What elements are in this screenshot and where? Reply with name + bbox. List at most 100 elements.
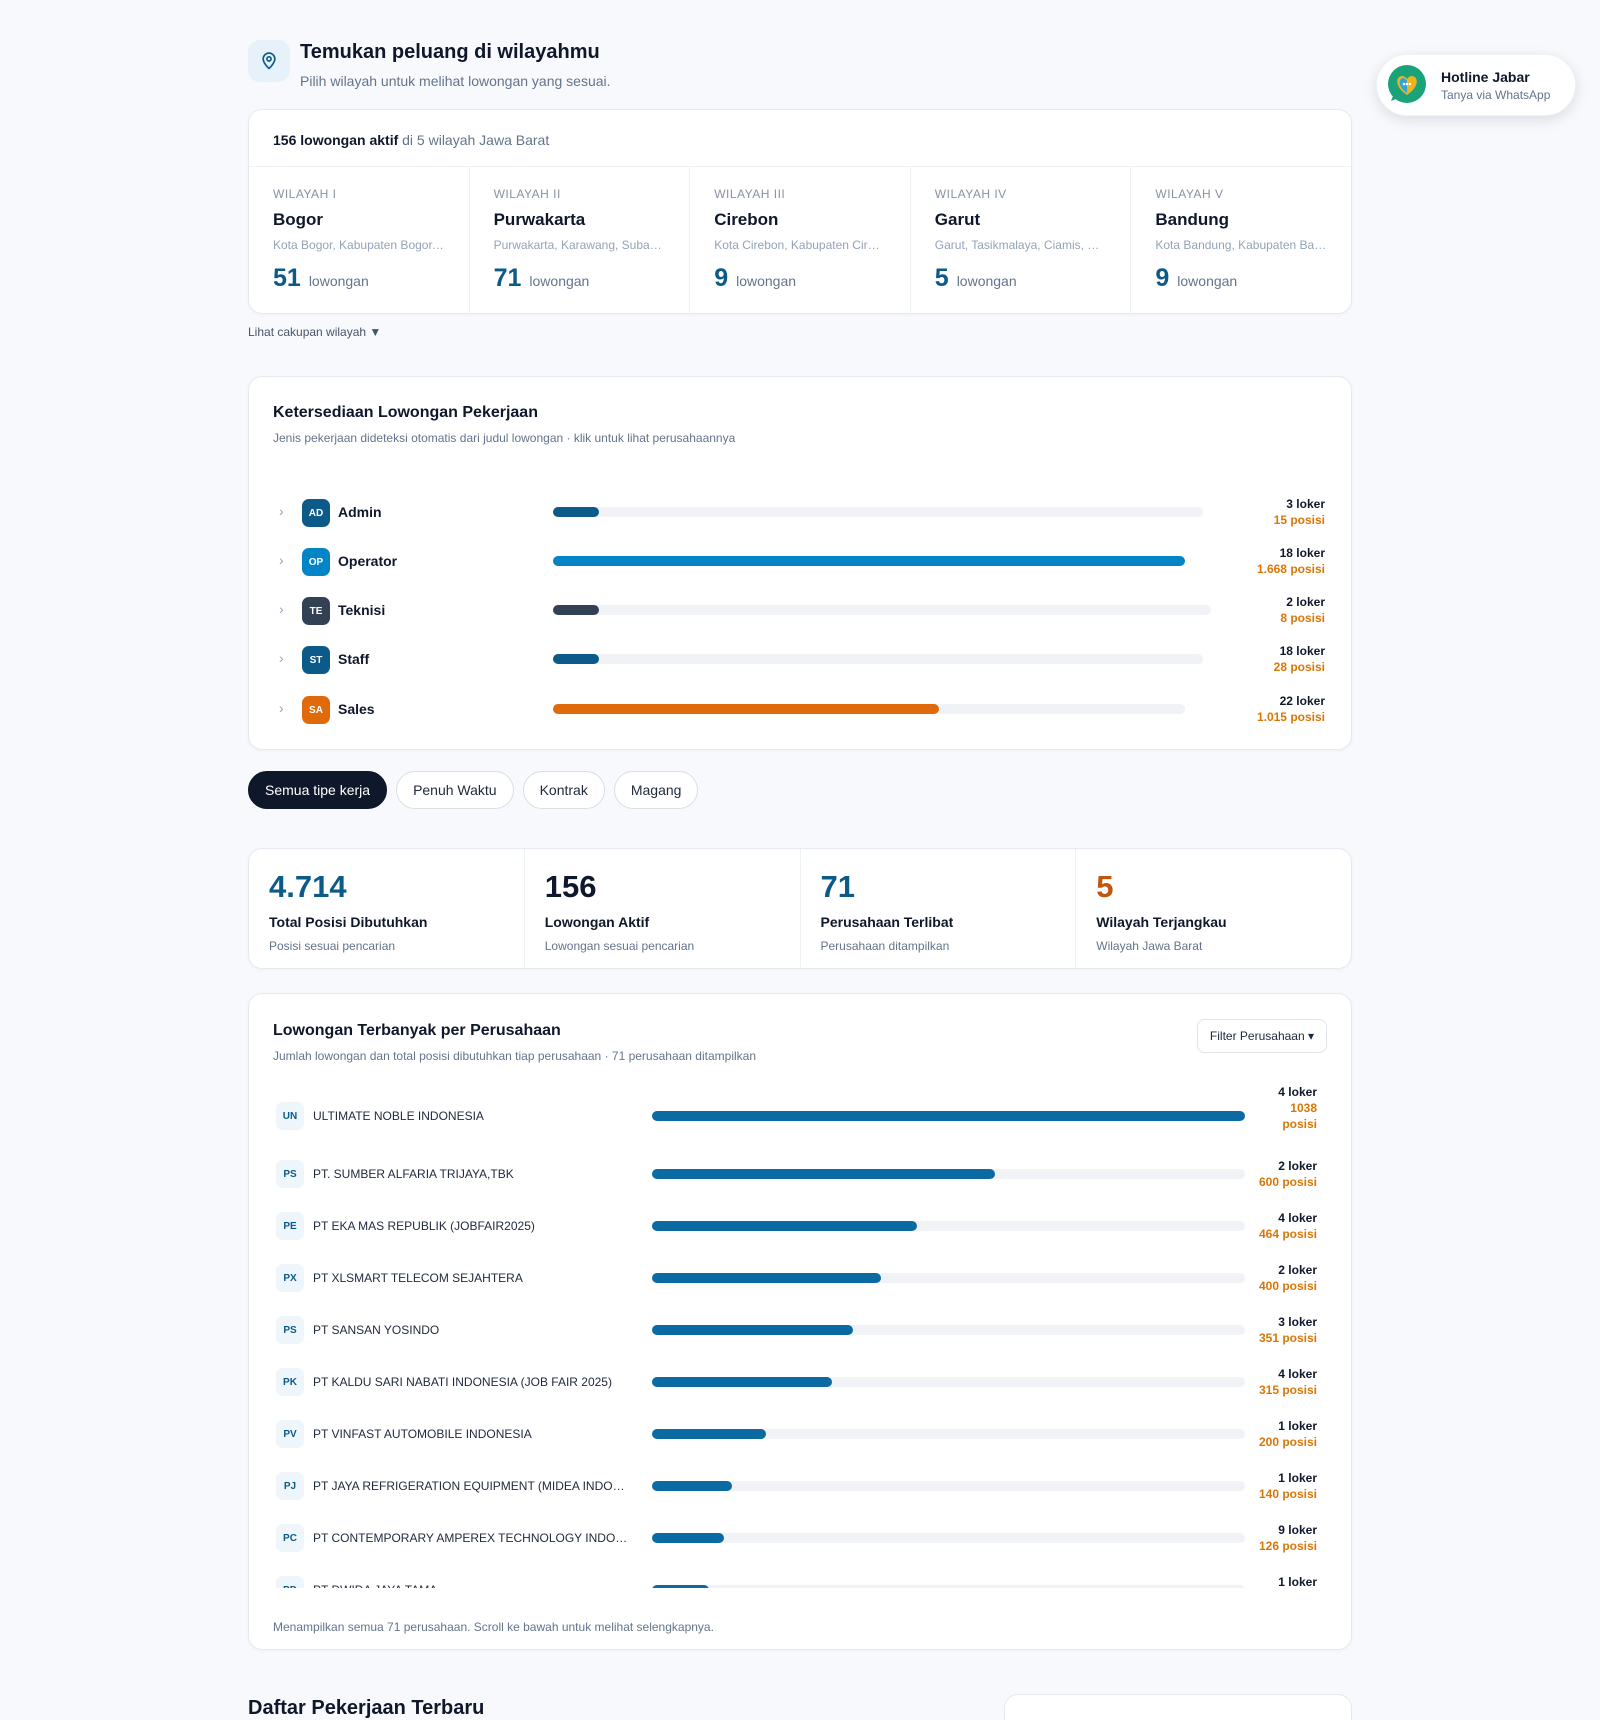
chip-penuh-waktu[interactable]: Penuh Waktu [396, 771, 514, 809]
region-name: Bogor [273, 210, 324, 229]
chevron-right-icon[interactable]: › [279, 552, 284, 568]
company-row[interactable]: UN ULTIMATE NOBLE INDONESIA 4 loker 1038 po… [249, 1084, 1351, 1148]
company-counts: 4 loker 315 posisi [1259, 1366, 1317, 1398]
job-name: Staff [338, 651, 370, 667]
job-posisi-count: 28 posisi [1273, 660, 1325, 674]
job-loker-count: 22 loker [1279, 694, 1325, 708]
company-bar-fill [652, 1533, 724, 1543]
company-bar-track [652, 1221, 1245, 1231]
page-title: Temukan peluang di wilayahmu [300, 41, 600, 63]
stat-perusahaan-terlibat: 71 Perusahaan Terlibat Perusahaan ditampil… [801, 849, 1077, 968]
company-row[interactable]: PK PT KALDU SARI NABATI INDONESIA (JOB FA… [249, 1356, 1351, 1408]
company-bar-track [652, 1325, 1245, 1335]
region-count-number: 9 [1155, 264, 1170, 292]
company-subtitle: Jumlah lowongan dan total posisi dibutuh… [273, 1049, 756, 1063]
stat-label: Lowongan Aktif [544, 914, 650, 930]
company-bar-track [652, 1111, 1245, 1121]
page-header: Temukan peluang di wilayahmu Pilih wilay… [248, 40, 611, 100]
company-name: PT SANSAN YOSINDO [313, 1323, 440, 1337]
company-row[interactable]: PS PT SANSAN YOSINDO 3 loker 351 posisi [249, 1304, 1351, 1356]
hotline-button[interactable]: Hotline Jabar Tanya via WhatsApp [1376, 54, 1576, 116]
job-row-teknisi[interactable]: › TE Teknisi 2 loker 8 posisi [249, 591, 1353, 631]
company-counts: 1 loker 200 posisi [1259, 1418, 1317, 1450]
job-row-sales[interactable]: › SA Sales 22 loker 1.015 posisi [249, 690, 1353, 730]
company-row[interactable]: PV PT VINFAST AUTOMOBILE INDONESIA 1 loker… [249, 1408, 1351, 1460]
region-count: 5 lowongan [935, 264, 1107, 293]
company-counts: 1 loker [1278, 1574, 1317, 1588]
company-badge: UN [276, 1102, 304, 1130]
region-desc: Kota Cirebon, Kabupaten Cirebon, Indrama… [714, 238, 886, 252]
job-row-admin[interactable]: › AD Admin 3 loker 15 posisi [249, 493, 1353, 533]
region-count-unit: lowongan [308, 273, 369, 289]
company-loker-count: 4 loker [1278, 1211, 1317, 1225]
region-desc: Garut, Tasikmalaya, Ciamis, Pangandaran [934, 238, 1107, 252]
company-bar-track [652, 1429, 1245, 1439]
job-counts: 22 loker 1.015 posisi [1257, 693, 1325, 725]
chip-magang[interactable]: Magang [613, 771, 699, 809]
company-row[interactable]: PJ PT JAYA REFRIGERATION EQUIPMENT (MIDEA… [249, 1460, 1351, 1512]
company-name: PT DWIDA JAYA TAMA [313, 1583, 633, 1588]
company-bar-fill [652, 1585, 710, 1588]
company-badge: PV [276, 1420, 304, 1448]
region-summary: 156 lowongan aktif di 5 wilayah Jawa Bar… [249, 110, 1351, 167]
region-tile-cirebon[interactable]: WILAYAH III Cirebon Kota Cirebon, Kabupate… [690, 167, 911, 313]
job-row-operator[interactable]: › OP Operator 18 loker 1.668 posisi [249, 542, 1353, 582]
region-tile-bandung[interactable]: WILAYAH V Bandung Kota Bandung, Kabupaten … [1131, 167, 1351, 313]
region-name: Purwakarta [493, 210, 586, 229]
job-badge: ST [302, 646, 330, 674]
company-loker-count: 1 loker [1278, 1419, 1317, 1433]
company-name: PT JAYA REFRIGERATION EQUIPMENT (MIDEA I… [313, 1479, 633, 1493]
company-name: PT EKA MAS REPUBLIK (JOBFAIR2025) [313, 1219, 535, 1233]
region-tile-garut[interactable]: WILAYAH IV Garut Garut, Tasikmalaya, Ciami… [911, 167, 1132, 313]
company-row[interactable]: PX PT XLSMART TELECOM SEJAHTERA 2 loker 400… [249, 1252, 1351, 1304]
region-count-number: 51 [273, 264, 301, 292]
job-posisi-count: 1.668 posisi [1256, 562, 1325, 576]
job-bar-track [553, 654, 1203, 664]
region-tile-bogor[interactable]: WILAYAH I Bogor Kota Bogor, Kabupaten Bogo… [249, 167, 470, 313]
chevron-right-icon[interactable]: › [279, 700, 284, 716]
company-posisi-count: 315 posisi [1258, 1383, 1317, 1397]
job-counts: 18 loker 1.668 posisi [1257, 545, 1325, 577]
company-list[interactable]: UN ULTIMATE NOBLE INDONESIA 4 loker 1038 po… [249, 1084, 1351, 1588]
job-row-staff[interactable]: › ST Staff 18 loker 28 posisi [249, 640, 1353, 680]
latest-jobs-panel [1004, 1694, 1352, 1720]
company-row[interactable]: PE PT EKA MAS REPUBLIK (JOBFAIR2025) 4 lok… [249, 1200, 1351, 1252]
job-loker-count: 18 loker [1279, 546, 1325, 560]
company-row[interactable]: PS PT. SUMBER ALFARIA TRIJAYA,TBK 2 loker 6… [249, 1148, 1351, 1200]
company-loker-count: 2 loker [1278, 1263, 1317, 1277]
company-bar-track [652, 1585, 1245, 1588]
company-bar-fill [652, 1325, 853, 1335]
company-badge: PS [276, 1160, 304, 1188]
company-name: PT. SUMBER ALFARIA TRIJAYA,TBK [313, 1167, 514, 1181]
stat-number: 4.714 [269, 869, 347, 904]
company-posisi-count: 351 posisi [1258, 1331, 1317, 1345]
region-grid: WILAYAH I Bogor Kota Bogor, Kabupaten Bogo… [249, 167, 1351, 313]
company-name: PT XLSMART TELECOM SEJAHTERA [313, 1271, 523, 1285]
stat-sub: Perusahaan ditampilkan [820, 939, 950, 953]
company-row[interactable]: PC PT CONTEMPORARY AMPEREX TECHNOLOGY IND… [249, 1512, 1351, 1564]
job-bar-track [553, 704, 1185, 714]
company-posisi-count: 400 posisi [1258, 1279, 1317, 1293]
job-bar-fill [553, 654, 599, 664]
job-bar-fill [553, 704, 939, 714]
region-count: 9 lowongan [714, 264, 886, 293]
chevron-right-icon[interactable]: › [279, 650, 284, 666]
region-count: 51 lowongan [273, 264, 445, 293]
company-counts: 9 loker 126 posisi [1259, 1522, 1317, 1554]
region-coverage-link[interactable]: Lihat cakupan wilayah ▼ [248, 325, 382, 339]
company-counts: 1 loker 140 posisi [1259, 1470, 1317, 1502]
filter-company-button[interactable]: Filter Perusahaan ▾ [1196, 1019, 1327, 1053]
company-badge: PJ [276, 1472, 304, 1500]
company-name: ULTIMATE NOBLE INDONESIA [313, 1109, 484, 1123]
stat-number: 5 [1096, 869, 1114, 904]
region-tile-purwakarta[interactable]: WILAYAH II Purwakarta Purwakarta, Karawang… [470, 167, 691, 313]
stat-wilayah-terjangkau: 5 Wilayah Terjangkau Wilayah Jawa Barat [1076, 849, 1351, 968]
company-counts: 4 loker 1038 posisi [1263, 1084, 1317, 1132]
company-posisi-count: 600 posisi [1258, 1175, 1317, 1189]
company-posisi-count: 140 posisi [1258, 1487, 1317, 1501]
chip-semua-tipe-kerja[interactable]: Semua tipe kerja [248, 771, 388, 809]
chevron-right-icon[interactable]: › [279, 601, 284, 617]
chip-kontrak[interactable]: Kontrak [522, 771, 605, 809]
company-row[interactable]: PD PT DWIDA JAYA TAMA 1 loker [249, 1564, 1351, 1588]
chevron-right-icon[interactable]: › [279, 503, 284, 519]
